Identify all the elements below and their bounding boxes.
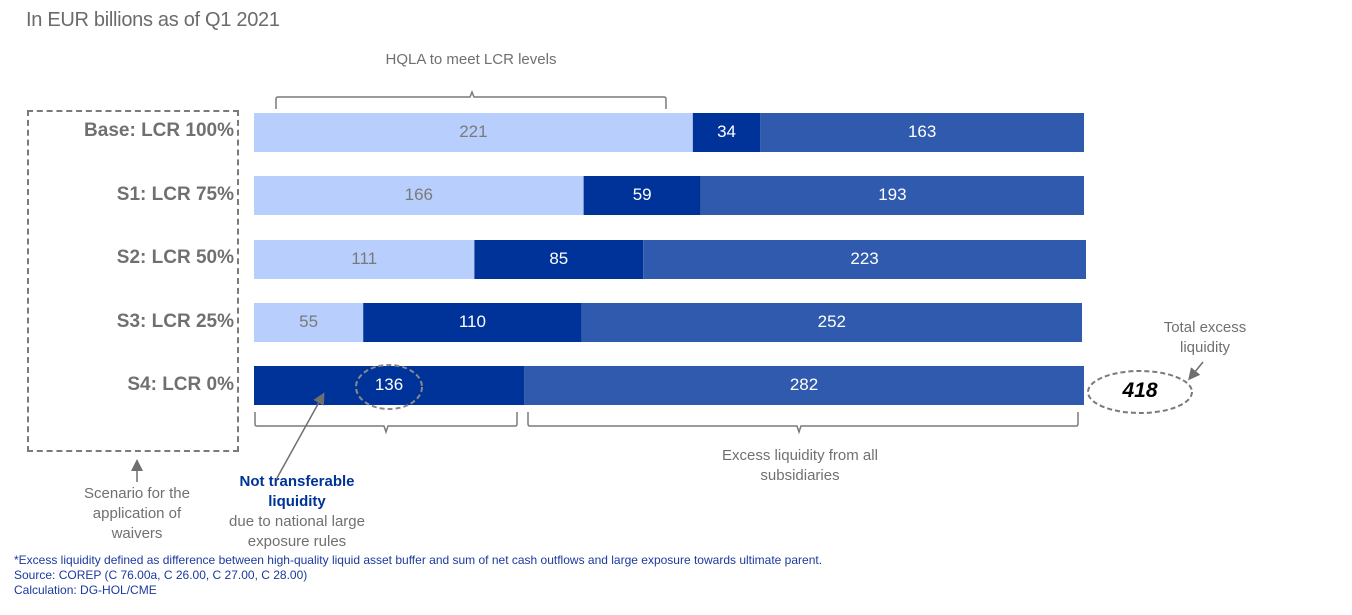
bar-label-1-2: 193: [878, 185, 907, 204]
bar-label-4-2: 282: [789, 375, 819, 394]
bar-segment-1-2: [700, 176, 1084, 215]
bar-segment-0-1: [692, 113, 761, 152]
not-transferable-arrow: [276, 392, 325, 479]
bar-label-1-0: 166: [404, 185, 433, 204]
not-transferable-title: Not transferable liquidity: [239, 473, 355, 510]
bar-label-3-0: 55: [299, 312, 319, 331]
hqla-bracket: [275, 89, 667, 109]
bar-segment-2-0: [254, 240, 475, 279]
row-label-s2: S2: LCR 50%: [116, 247, 234, 268]
bar-label-2-2: 223: [850, 249, 879, 268]
bar-label-3-1: 110: [458, 312, 486, 331]
bar-segment-3-2: [581, 303, 1083, 342]
not-transferable-desc: due to national large exposure rules: [229, 513, 365, 550]
row-label-s1: S1: LCR 75%: [116, 184, 234, 205]
highlight-ellipse: [355, 364, 423, 410]
bar-segment-4-1: [254, 366, 525, 405]
total-arrow: [1188, 361, 1204, 381]
excess-annotation: Excess liquidity from all subsidiaries: [722, 447, 878, 484]
bar-segment-1-0: [254, 176, 584, 215]
not-transferable-annotation: Not transferable liquidity due to nation…: [222, 472, 372, 552]
bar-label-1-1: 59: [632, 185, 652, 204]
bar-segment-2-2: [643, 240, 1086, 279]
total-value: 418: [1122, 379, 1158, 402]
bar-segment-1-1: [583, 176, 701, 215]
not-transferable-bracket: [254, 412, 518, 435]
total-ellipse: [1087, 370, 1193, 414]
bars-group: [254, 113, 1086, 405]
bar-label-2-1: 85: [549, 249, 569, 268]
bar-label-4-1: 136: [374, 375, 404, 394]
bar-label-3-2: 252: [817, 312, 846, 331]
bar-segment-2-1: [474, 240, 644, 279]
footnotes: *Excess liquidity defined as difference …: [14, 553, 822, 598]
excess-liquidity-bracket: [527, 412, 1079, 435]
bar-label-0-0: 221: [459, 122, 488, 141]
row-label-base: Base: LCR 100%: [84, 120, 234, 141]
bar-segment-4-2: [524, 366, 1084, 405]
bar-label-0-2: 163: [907, 122, 937, 141]
row-label-s4: S4: LCR 0%: [127, 374, 234, 395]
bar-label-2-0: 111: [351, 249, 378, 268]
scenario-box: [27, 110, 239, 452]
bar-segment-3-1: [363, 303, 582, 342]
hqla-annotation: HQLA to meet LCR levels: [385, 51, 557, 68]
bar-segment-0-0: [254, 113, 693, 152]
footnote-definition: *Excess liquidity defined as difference …: [14, 553, 823, 567]
bar-label-0-1: 34: [717, 122, 737, 141]
bar-segment-0-2: [760, 113, 1084, 152]
bar-segment-3-0: [254, 303, 364, 342]
row-label-s3: S3: LCR 25%: [116, 311, 234, 332]
scenario-annotation: Scenario for the application of waivers: [84, 485, 190, 542]
footnote-source: Source: COREP (C 76.00a, C 26.00, C 27.0…: [14, 568, 308, 582]
chart-subtitle: In EUR billions as of Q1 2021: [26, 9, 280, 31]
footnote-calculation: Calculation: DG-HOL/CME: [14, 583, 157, 597]
total-annotation: Total excess liquidity: [1163, 319, 1247, 356]
